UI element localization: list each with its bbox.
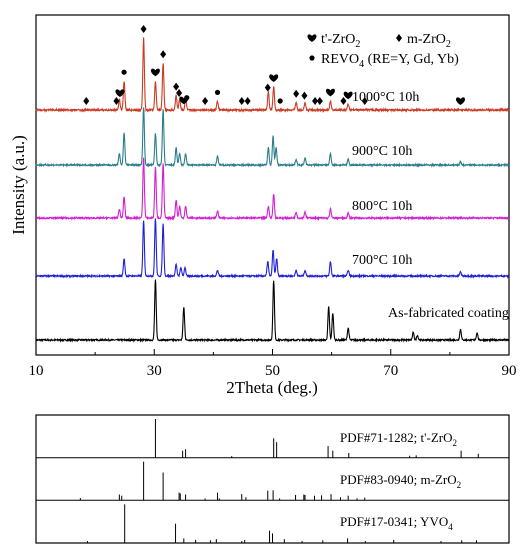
x-tick-label: 90	[502, 363, 517, 379]
series-label: 800°C 10h	[352, 199, 412, 214]
diamond-marker	[293, 89, 300, 98]
x-axis-title: 2Theta (deg.)	[226, 378, 318, 397]
circle-marker	[121, 69, 127, 75]
pattern-labels: As-fabricated coating 700°C 10h 800°C 10h 9…	[352, 90, 509, 321]
diamond-marker	[316, 97, 323, 105]
legend-entry-m-zro2: m-ZrO2	[407, 32, 451, 50]
heart-marker	[150, 68, 160, 77]
heart-marker	[456, 97, 466, 105]
series-label: 700°C 10h	[352, 253, 412, 268]
series-label: As-fabricated coating	[388, 306, 509, 321]
circle-marker	[184, 95, 190, 101]
series-line	[35, 279, 510, 343]
legend-entry-t-zro2: t'-ZrO2	[321, 32, 360, 50]
diamond-marker	[113, 96, 120, 105]
y-axis-title: Intensity (a.u.)	[9, 135, 28, 235]
series-line	[35, 157, 510, 221]
x-tick-label: 10	[29, 363, 44, 379]
diamond-marker	[140, 25, 147, 33]
diamond-marker	[160, 50, 167, 59]
series-label: 1000°C 10h	[352, 90, 419, 105]
series-label: 900°C 10h	[352, 144, 412, 159]
legend-markers	[307, 34, 402, 61]
x-tick-label: 70	[383, 363, 398, 379]
reference-label-71-1282: PDF#71-1282; t'-ZrO2	[340, 430, 457, 448]
circle-marker	[214, 89, 221, 95]
heart-marker	[269, 74, 279, 82]
diamond-marker	[238, 97, 245, 105]
diamond-marker	[312, 97, 319, 105]
heart-marker	[325, 88, 335, 97]
legend: t'-ZrO2 m-ZrO2 REVO4 (RE=Y, Gd, Yb)	[307, 32, 459, 70]
diamond-marker	[173, 82, 180, 91]
circle-marker	[277, 98, 283, 104]
circle-icon	[309, 55, 315, 61]
legend-entry-revo4: REVO4 (RE=Y, Gd, Yb)	[321, 52, 459, 70]
reference-label-83-0940: PDF#83-0940; m-ZrO2	[340, 472, 461, 490]
diamond-marker	[340, 97, 347, 105]
diamond-marker	[176, 88, 183, 97]
series-line	[35, 107, 510, 168]
diamond-marker	[361, 97, 368, 105]
diamond-marker	[264, 83, 271, 92]
x-tick-label: 30	[147, 363, 162, 379]
series-line	[35, 218, 510, 279]
diamond-marker	[83, 97, 90, 105]
diamond-marker	[202, 97, 209, 105]
diamond-marker	[244, 97, 251, 105]
phase-markers	[83, 25, 466, 105]
heart-marker	[343, 91, 353, 100]
series-line	[35, 37, 510, 114]
heart-icon	[307, 34, 317, 42]
diffraction-patterns	[35, 37, 510, 343]
reference-patterns	[79, 419, 479, 543]
diamond-marker	[301, 91, 308, 100]
reference-label-17-0341: PDF#17-0341; YVO4	[340, 514, 453, 532]
diamond-icon	[396, 34, 402, 42]
main-x-ticks: 10 30 50 70 90	[29, 349, 517, 379]
x-tick-label: 50	[265, 363, 280, 379]
heart-marker	[115, 89, 125, 97]
